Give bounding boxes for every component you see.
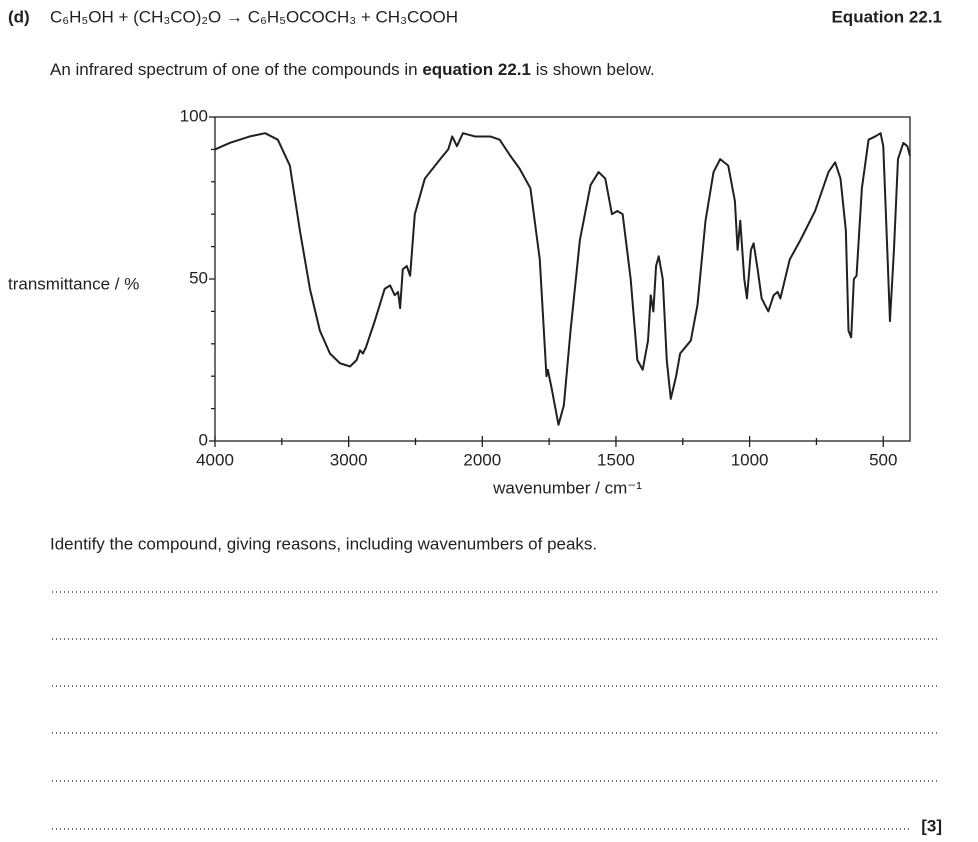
x-tick-label: 2000	[463, 450, 501, 469]
equation: C₆H₅OH + (CH₃CO)₂O → C₆H₅OCOCH₃ + CH₃COO…	[50, 7, 458, 26]
x-axis-label: wavenumber / cm⁻¹	[492, 478, 642, 497]
equation-label: Equation 22.1	[831, 7, 942, 26]
marks: [3]	[921, 816, 942, 835]
x-tick-label: 1500	[597, 450, 635, 469]
y-tick-label: 0	[199, 430, 208, 449]
prompt: Identify the compound, giving reasons, i…	[50, 534, 597, 553]
y-tick-label: 50	[189, 268, 208, 287]
spectrum-line	[214, 132, 911, 426]
x-tick-label: 500	[869, 450, 897, 469]
y-tick-label: 100	[180, 106, 208, 125]
x-tick-label: 1000	[731, 450, 769, 469]
x-tick-label: 4000	[196, 450, 234, 469]
x-tick-label: 3000	[330, 450, 368, 469]
intro-ref: equation 22.1	[422, 60, 531, 79]
question-label: (d)	[8, 7, 30, 26]
intro-text: An infrared spectrum of one of the compo…	[50, 60, 422, 79]
intro-text: is shown below.	[531, 60, 655, 79]
y-axis-label: transmittance / %	[8, 274, 139, 293]
ir-spectrum: 0 50 100 4000 3000 2000 1500 1000 500 transmittan…	[8, 106, 911, 497]
plot-frame	[214, 116, 911, 442]
intro: An infrared spectrum of one of the compo…	[50, 60, 655, 79]
